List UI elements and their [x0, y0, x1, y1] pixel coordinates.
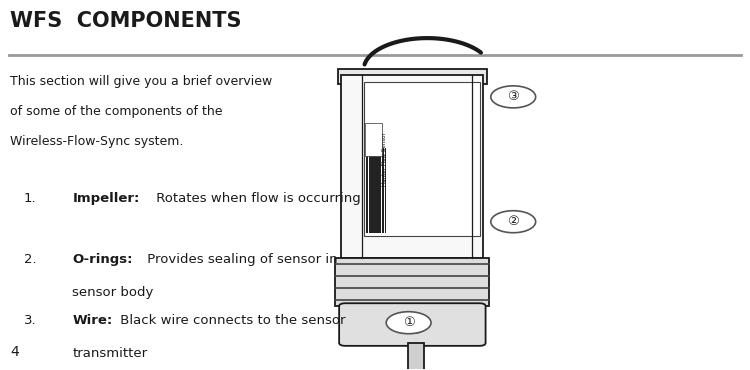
- Text: ③: ③: [507, 90, 519, 103]
- Text: sensor body: sensor body: [72, 286, 154, 299]
- Bar: [341, 75, 483, 258]
- Text: Wire:: Wire:: [72, 313, 112, 327]
- Circle shape: [410, 327, 422, 333]
- Text: WFS  COMPONENTS: WFS COMPONENTS: [10, 11, 242, 31]
- Text: Black wire connects to the sensor: Black wire connects to the sensor: [116, 313, 346, 327]
- Text: Hunter Flow Sensor: Hunter Flow Sensor: [382, 132, 388, 186]
- Text: Rotates when flow is occurring: Rotates when flow is occurring: [152, 192, 361, 205]
- Bar: [374, 148, 376, 233]
- Text: This section will give you a brief overview: This section will give you a brief overv…: [10, 75, 272, 88]
- Text: of some of the components of the: of some of the components of the: [10, 105, 223, 118]
- Circle shape: [490, 86, 536, 108]
- Bar: [366, 148, 368, 233]
- Text: Provides sealing of sensor in: Provides sealing of sensor in: [143, 253, 338, 266]
- Bar: [365, 122, 382, 156]
- Text: ②: ②: [507, 215, 519, 228]
- Text: transmitter: transmitter: [72, 347, 148, 360]
- Circle shape: [386, 312, 431, 334]
- Text: Impeller:: Impeller:: [72, 192, 140, 205]
- Bar: [338, 69, 487, 84]
- Bar: [376, 148, 379, 233]
- Text: 1.: 1.: [24, 192, 37, 205]
- Bar: [335, 258, 489, 306]
- Bar: [371, 148, 374, 233]
- Bar: [385, 148, 386, 233]
- Text: O-rings:: O-rings:: [72, 253, 133, 266]
- Text: 3.: 3.: [24, 313, 37, 327]
- Text: 2.: 2.: [24, 253, 37, 266]
- Text: ①: ①: [403, 316, 415, 329]
- Bar: [408, 343, 424, 370]
- Text: 4: 4: [10, 346, 19, 359]
- FancyBboxPatch shape: [339, 303, 485, 346]
- Bar: [369, 148, 370, 233]
- Circle shape: [490, 211, 536, 233]
- Text: Wireless-Flow-Sync system.: Wireless-Flow-Sync system.: [10, 135, 184, 148]
- Bar: [382, 148, 384, 233]
- Bar: [380, 148, 381, 233]
- Bar: [364, 82, 479, 236]
